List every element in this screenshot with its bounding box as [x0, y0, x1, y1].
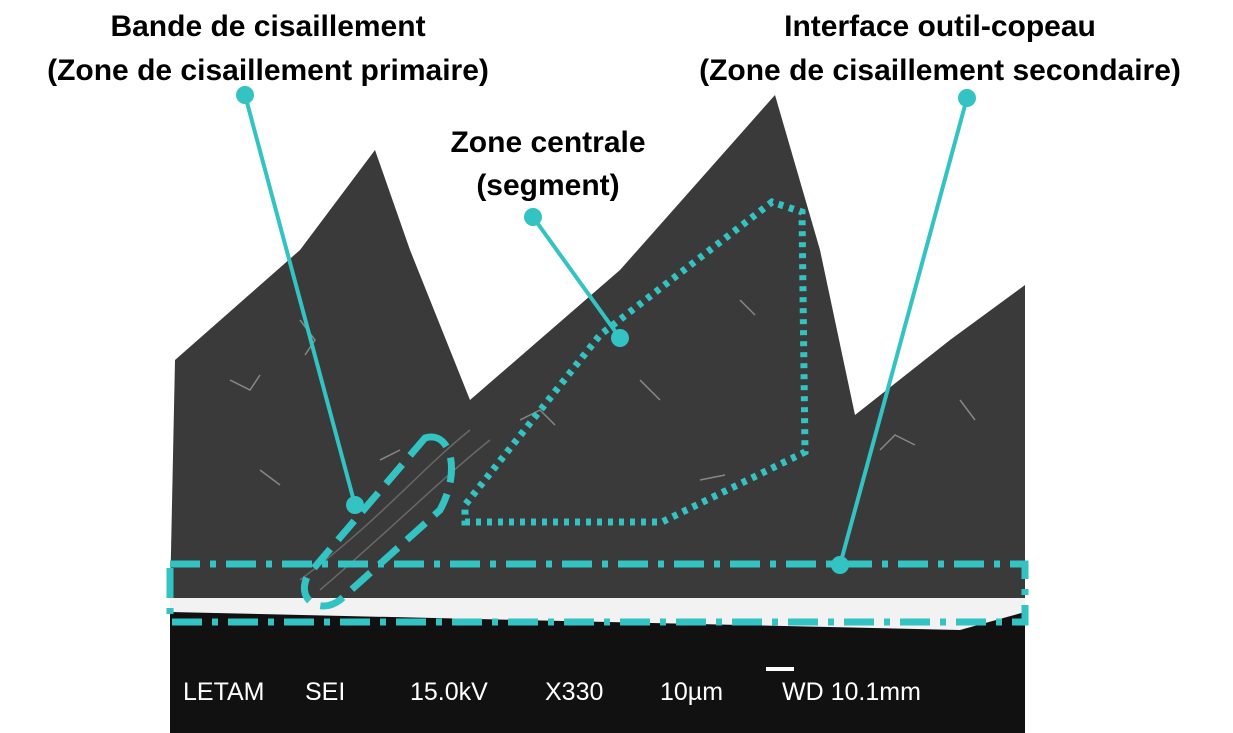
info-text: LETAM — [183, 678, 265, 706]
leaders — [236, 86, 976, 574]
zone-outlines — [166, 198, 1029, 626]
info-text: 15.0kV — [410, 678, 488, 706]
texture — [229, 299, 976, 591]
label: (Zone de cisaillement secondaire) — [699, 54, 1181, 87]
label: Zone centrale — [450, 126, 645, 159]
label: (Zone de cisaillement primaire) — [47, 54, 489, 87]
chip — [170, 95, 1025, 600]
info-text: SEI — [305, 678, 345, 706]
shear-band — [300, 433, 456, 610]
label: (segment) — [476, 169, 619, 202]
central-zone — [461, 198, 809, 526]
info-text: WD 10.1mm — [782, 678, 921, 706]
label: Bande de cisaillement — [110, 10, 425, 43]
label: Interface outil-copeau — [784, 10, 1096, 43]
info-text: 10µm — [660, 678, 723, 706]
interface-zone — [166, 560, 1029, 626]
info-text: X330 — [545, 678, 603, 706]
